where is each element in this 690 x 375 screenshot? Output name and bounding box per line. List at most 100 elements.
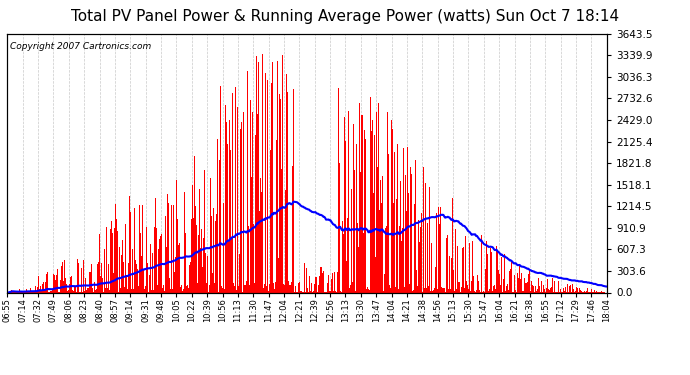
- Bar: [65, 278, 66, 292]
- Bar: [581, 291, 582, 292]
- Bar: [266, 286, 267, 292]
- Bar: [205, 253, 206, 292]
- Bar: [179, 243, 180, 292]
- Bar: [231, 239, 232, 292]
- Bar: [444, 288, 445, 292]
- Bar: [74, 286, 75, 292]
- Bar: [256, 56, 257, 292]
- Bar: [458, 282, 459, 292]
- Bar: [560, 289, 561, 292]
- Bar: [199, 189, 200, 292]
- Bar: [136, 264, 137, 292]
- Bar: [145, 218, 146, 292]
- Bar: [353, 124, 354, 292]
- Bar: [580, 290, 581, 292]
- Bar: [368, 289, 369, 292]
- Bar: [367, 287, 368, 292]
- Bar: [26, 289, 27, 292]
- Bar: [147, 263, 148, 292]
- Bar: [70, 277, 71, 292]
- Bar: [449, 255, 450, 292]
- Bar: [115, 204, 117, 292]
- Bar: [134, 208, 135, 292]
- Bar: [226, 122, 227, 292]
- Bar: [279, 99, 281, 292]
- Bar: [448, 289, 449, 292]
- Bar: [595, 291, 597, 292]
- Bar: [92, 248, 93, 292]
- Bar: [322, 273, 323, 292]
- Bar: [271, 82, 272, 292]
- Bar: [45, 282, 46, 292]
- Bar: [548, 289, 549, 292]
- Bar: [75, 287, 76, 292]
- Bar: [177, 219, 178, 292]
- Bar: [275, 282, 276, 292]
- Bar: [363, 233, 364, 292]
- Bar: [246, 281, 247, 292]
- Bar: [538, 278, 539, 292]
- Bar: [108, 264, 109, 292]
- Bar: [414, 204, 415, 292]
- Bar: [483, 291, 484, 292]
- Bar: [500, 285, 501, 292]
- Bar: [520, 279, 521, 292]
- Bar: [437, 207, 439, 292]
- Bar: [507, 284, 509, 292]
- Bar: [423, 166, 424, 292]
- Bar: [232, 93, 233, 292]
- Bar: [206, 283, 207, 292]
- Bar: [567, 284, 569, 292]
- Bar: [403, 148, 404, 292]
- Bar: [370, 97, 371, 292]
- Bar: [66, 284, 67, 292]
- Bar: [244, 285, 245, 292]
- Bar: [329, 291, 330, 292]
- Bar: [503, 279, 504, 292]
- Bar: [38, 276, 39, 292]
- Bar: [413, 290, 414, 292]
- Bar: [219, 86, 221, 292]
- Bar: [417, 286, 418, 292]
- Bar: [335, 291, 336, 292]
- Bar: [106, 226, 107, 292]
- Bar: [583, 291, 584, 292]
- Bar: [295, 291, 297, 292]
- Bar: [167, 194, 168, 292]
- Bar: [124, 287, 125, 292]
- Bar: [525, 284, 526, 292]
- Bar: [117, 231, 118, 292]
- Bar: [51, 291, 52, 292]
- Bar: [233, 283, 234, 292]
- Bar: [250, 220, 251, 292]
- Bar: [442, 288, 443, 292]
- Bar: [227, 144, 228, 292]
- Bar: [443, 288, 444, 292]
- Bar: [140, 233, 141, 292]
- Bar: [163, 285, 164, 292]
- Bar: [89, 272, 90, 292]
- Bar: [572, 284, 573, 292]
- Bar: [41, 290, 42, 292]
- Bar: [243, 287, 244, 292]
- Bar: [485, 269, 486, 292]
- Bar: [388, 153, 389, 292]
- Bar: [392, 129, 393, 292]
- Bar: [501, 257, 502, 292]
- Bar: [528, 274, 529, 292]
- Bar: [402, 228, 403, 292]
- Bar: [235, 99, 237, 292]
- Bar: [187, 285, 188, 292]
- Bar: [601, 291, 602, 292]
- Bar: [142, 205, 143, 292]
- Bar: [164, 291, 165, 292]
- Bar: [531, 281, 532, 292]
- Bar: [189, 266, 190, 292]
- Bar: [524, 278, 525, 292]
- Bar: [170, 288, 171, 292]
- Bar: [73, 291, 74, 292]
- Bar: [360, 172, 361, 292]
- Bar: [440, 207, 441, 292]
- Bar: [55, 280, 57, 292]
- Bar: [158, 249, 159, 292]
